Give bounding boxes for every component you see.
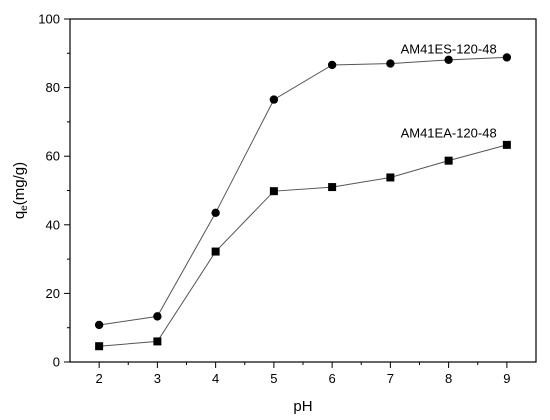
x-tick-label: 7 bbox=[387, 371, 394, 386]
x-tick-label: 5 bbox=[270, 371, 277, 386]
plot-frame bbox=[69, 18, 537, 363]
plot-area-border bbox=[69, 18, 537, 363]
x-axis: 2 3 4 5 6 7 8 9 bbox=[96, 362, 510, 386]
data-point bbox=[211, 208, 220, 217]
x-tick-label: 8 bbox=[445, 371, 452, 386]
y-axis-title-subscript: e bbox=[19, 205, 30, 211]
data-point bbox=[502, 53, 512, 62]
y-axis-title-unit: (mg/g) bbox=[11, 162, 28, 205]
y-tick-label: 20 bbox=[46, 286, 60, 301]
y-tick-label: 0 bbox=[53, 355, 60, 370]
x-tick-label: 9 bbox=[503, 371, 510, 386]
data-point bbox=[386, 173, 395, 182]
y-tick-label: 80 bbox=[46, 80, 60, 95]
y-axis-title: qe(mg/g) bbox=[11, 162, 30, 219]
data-point bbox=[327, 60, 337, 70]
data-point bbox=[386, 59, 395, 68]
series-line bbox=[99, 56, 507, 326]
x-tick-label: 3 bbox=[154, 371, 161, 386]
data-point bbox=[328, 183, 337, 192]
data-point bbox=[269, 187, 278, 196]
x-tick-label: 4 bbox=[212, 371, 219, 386]
y-axis-title-main: q bbox=[11, 211, 28, 219]
x-tick-label: 2 bbox=[96, 371, 103, 386]
series-label: AM41EA-120-48 bbox=[401, 125, 497, 140]
series-line bbox=[99, 144, 508, 347]
y-tick-label: 100 bbox=[38, 12, 60, 27]
y-axis: 0 20 40 60 80 100 bbox=[38, 12, 70, 370]
data-point bbox=[502, 140, 511, 149]
data-point bbox=[153, 337, 162, 346]
series-1 bbox=[94, 53, 512, 330]
x-tick-label: 6 bbox=[329, 371, 336, 386]
data-point bbox=[444, 156, 453, 165]
y-tick-label: 40 bbox=[46, 217, 60, 232]
data-point bbox=[94, 320, 104, 330]
data-point bbox=[153, 312, 162, 321]
series-layer bbox=[94, 53, 512, 351]
data-point bbox=[211, 247, 220, 256]
series-labels: AM41ES-120-48 AM41EA-120-48 bbox=[401, 41, 497, 140]
data-point bbox=[444, 55, 453, 65]
series-label: AM41ES-120-48 bbox=[401, 41, 497, 56]
x-axis-title: pH bbox=[293, 398, 312, 415]
data-point bbox=[269, 95, 279, 104]
series-2 bbox=[95, 140, 511, 351]
data-point bbox=[95, 342, 104, 351]
y-tick-label: 60 bbox=[46, 149, 60, 164]
